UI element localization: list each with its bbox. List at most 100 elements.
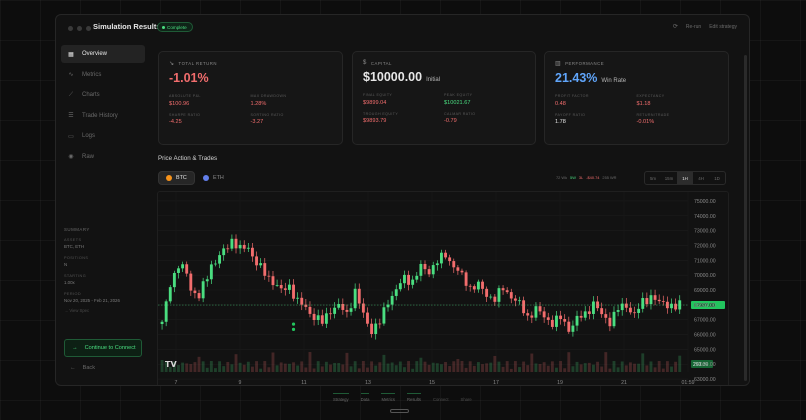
rerun-button[interactable]: Re-run	[685, 23, 702, 30]
volume-bar	[633, 363, 636, 372]
candle-body	[612, 311, 616, 327]
arrow-left-icon: ←	[70, 365, 76, 371]
view-spec-label: View Spec	[69, 308, 90, 313]
candle-body	[230, 238, 234, 249]
volume-bar	[181, 362, 185, 372]
card-header: ↘ TOTAL RETURN	[169, 60, 332, 67]
timeframe-5m[interactable]: 5m	[649, 175, 657, 181]
volume-bar	[419, 357, 423, 372]
back-button[interactable]: ← Back	[70, 365, 95, 371]
stat-value: -0.79	[444, 118, 457, 124]
volume-bar	[189, 364, 193, 372]
candlestick-chart: 67987.00 260.39 75000.00 74000.00 73000.00 7…	[158, 192, 725, 386]
candle-body	[312, 313, 316, 320]
volume-bar	[234, 354, 238, 372]
candle-body	[431, 265, 435, 275]
stat-item: SORTINO RATIO -3.27	[251, 113, 333, 126]
step-strategy[interactable]: Strategy	[333, 393, 349, 402]
volume-bar	[546, 365, 550, 372]
volume-bar	[205, 367, 209, 372]
candle-body	[468, 285, 472, 287]
step-share[interactable]: Share	[461, 397, 472, 402]
sidebar-item-raw[interactable]: ◉ Raw	[61, 148, 145, 166]
step-results[interactable]: Results	[406, 393, 421, 402]
volume-bar	[300, 361, 304, 372]
volume-bar	[378, 362, 382, 372]
connect-label: Continue to Connect	[84, 345, 136, 351]
candle-body	[555, 315, 558, 327]
candle-body	[563, 319, 567, 322]
volume-bar	[341, 364, 345, 372]
candle-body	[193, 290, 197, 294]
back-label: Back	[82, 365, 96, 371]
step-data[interactable]: Data	[360, 393, 370, 402]
timeframe-1h[interactable]: 1H	[677, 172, 693, 184]
volume-bar	[624, 365, 628, 372]
volume-bar	[456, 359, 460, 372]
symbol-tab-btc[interactable]: BTC	[158, 171, 195, 185]
volume-bar	[345, 352, 349, 372]
volume-bar	[193, 362, 197, 372]
volume-bar	[209, 361, 213, 372]
maximize-dot[interactable]	[86, 26, 91, 31]
volume-bar	[320, 366, 324, 372]
candle-body	[674, 303, 678, 310]
stat-label: SHARPE RATIO	[169, 112, 201, 117]
sidebar-item-logs[interactable]: ▭ Logs	[61, 127, 145, 145]
edit-strategy-button[interactable]: Edit strategy	[709, 23, 737, 30]
volume-bar	[415, 361, 419, 372]
volume-bar	[661, 368, 665, 372]
timeframe-15m[interactable]: 15m	[664, 175, 674, 181]
minimize-dot[interactable]	[77, 26, 82, 31]
volume-bar	[312, 368, 316, 372]
timeframe-4h[interactable]: 4H	[698, 175, 704, 181]
candle-body	[587, 311, 591, 314]
volume-bar	[238, 362, 242, 372]
step-label: Data	[360, 397, 370, 402]
grid-icon: ▦	[68, 51, 74, 58]
window-controls[interactable]	[68, 26, 91, 31]
volume-bar	[292, 362, 295, 372]
close-dot[interactable]	[68, 26, 73, 31]
volume-label: 260.39	[693, 362, 709, 368]
volume-bar	[555, 367, 558, 372]
candle-body	[513, 298, 517, 301]
sidebar-item-overview[interactable]: ▦ Overview	[61, 45, 145, 63]
volume-bar	[542, 362, 546, 372]
home-indicator	[390, 409, 409, 413]
continue-to-connect-button[interactable]: → Continue to Connect	[64, 339, 142, 357]
stat-label: SORTINO RATIO	[250, 112, 284, 117]
candle-body	[472, 286, 476, 290]
candle-body	[419, 263, 423, 276]
symbol-tab-eth[interactable]: ETH	[196, 171, 231, 185]
timeframe-1d[interactable]: 1D	[714, 175, 720, 181]
volume-bar	[522, 361, 526, 372]
volume-bar	[513, 361, 517, 372]
y-tick-label: 64000.00	[694, 362, 716, 368]
candle-body	[345, 309, 349, 312]
candle-body	[238, 244, 242, 249]
sidebar-item-trade-history[interactable]: ☰ Trade History	[61, 107, 145, 125]
stat-label: FINAL EQUITY	[363, 93, 393, 97]
assets-value: BTC, ETH	[64, 244, 85, 249]
step-connect[interactable]: Connect	[433, 397, 449, 402]
x-tick-label: 21	[621, 380, 627, 386]
scrollbar[interactable]	[744, 55, 747, 381]
view-spec-link[interactable]: → View Spec	[64, 308, 90, 313]
candle-body	[201, 281, 205, 299]
volume-bar	[444, 362, 447, 372]
volume-bar	[201, 361, 205, 372]
sidebar-item-metrics[interactable]: ∿ Metrics	[61, 66, 145, 84]
volume-bar	[678, 355, 682, 372]
volume-bar	[255, 361, 258, 372]
candle-body	[234, 238, 238, 249]
volume-bar	[370, 361, 374, 372]
price-chart[interactable]: 67987.00 260.39 75000.00 74000.00 73000.00 7…	[157, 191, 729, 386]
volume-bar	[403, 367, 406, 372]
candle-body	[279, 284, 283, 289]
volume-bar	[518, 367, 521, 372]
stat-value: 0.48	[555, 100, 566, 107]
sidebar-item-charts[interactable]: ⟋ Charts	[61, 86, 145, 104]
step-metrics[interactable]: Metrics	[381, 393, 395, 402]
legend-item: 3L	[578, 175, 584, 180]
